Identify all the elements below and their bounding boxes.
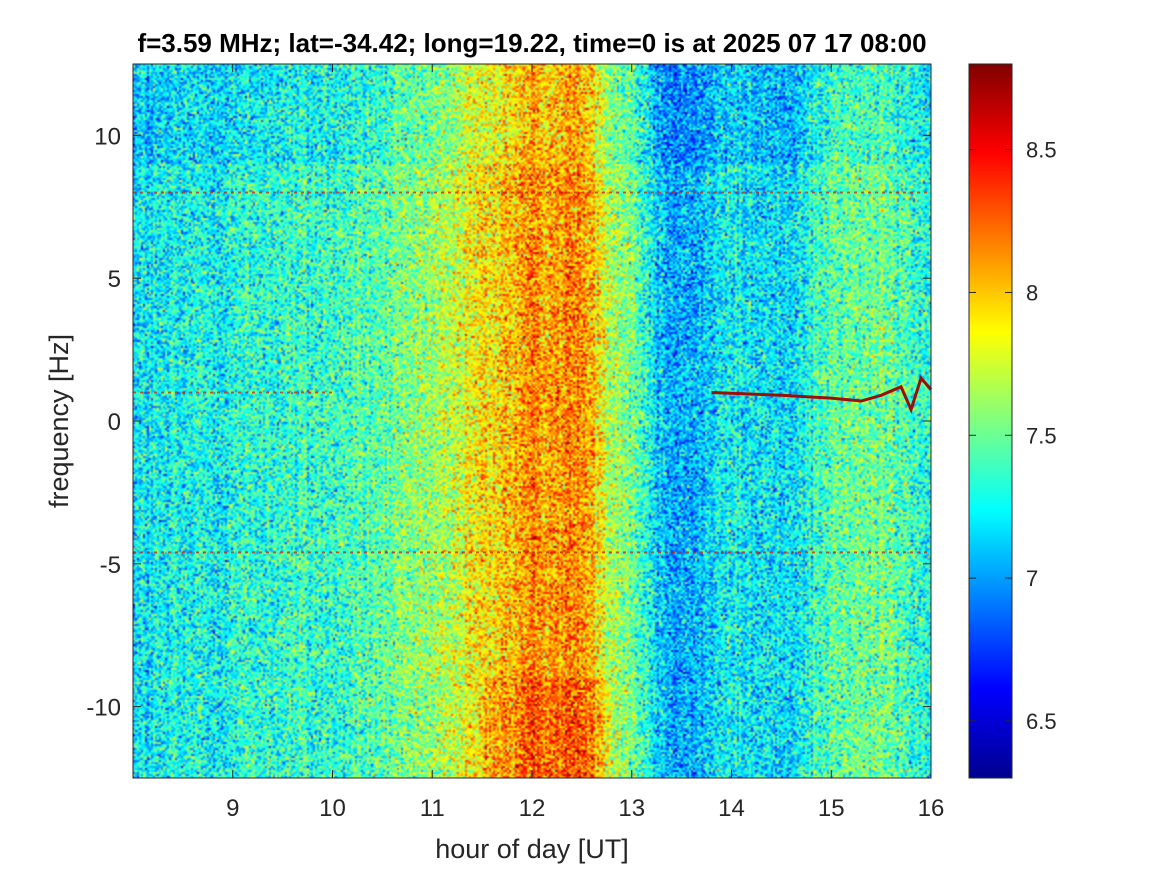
y-axis-label: frequency [Hz] bbox=[44, 334, 74, 508]
colorbar-tick-label: 6.5 bbox=[1026, 709, 1057, 734]
x-tick-label: 10 bbox=[319, 795, 346, 822]
features-layer bbox=[133, 191, 933, 554]
colorbar-tick-label: 8 bbox=[1026, 280, 1038, 305]
y-tick-label: -10 bbox=[86, 695, 121, 722]
doppler-trace bbox=[711, 375, 933, 414]
colorbar-ticks: 8.5 8 7.5 7 6.5 bbox=[969, 138, 1057, 734]
y-tick-label: 10 bbox=[94, 123, 121, 150]
colorbar-gradient bbox=[969, 64, 1012, 778]
y-tick-label: 5 bbox=[108, 266, 121, 293]
x-tick-label: 15 bbox=[818, 795, 845, 822]
x-tick-label: 14 bbox=[718, 795, 745, 822]
y-tick-label: 0 bbox=[108, 409, 121, 436]
y-axis: 10 5 0 -5 -10 bbox=[86, 123, 931, 722]
spectrogram-image bbox=[133, 64, 931, 778]
chart-title: f=3.59 MHz; lat=-34.42; long=19.22, time… bbox=[137, 28, 926, 58]
x-tick-label: 11 bbox=[420, 795, 445, 822]
colorbar-frame bbox=[968, 63, 1013, 779]
x-axis: 9 10 11 12 13 14 15 16 bbox=[226, 64, 944, 822]
x-axis-label: hour of day [UT] bbox=[435, 834, 629, 864]
x-tick-label: 13 bbox=[618, 795, 645, 822]
colorbar-tick-label: 8.5 bbox=[1026, 138, 1057, 163]
colorbar-tick-label: 7 bbox=[1026, 566, 1038, 591]
y-tick-label: -5 bbox=[100, 552, 121, 579]
colorbar-tick-label: 7.5 bbox=[1026, 423, 1057, 448]
x-tick-label: 16 bbox=[918, 795, 945, 822]
colorbar: 8.5 8 7.5 7 6.5 bbox=[968, 63, 1057, 779]
x-tick-label: 12 bbox=[519, 795, 546, 822]
plot-area bbox=[132, 63, 933, 779]
x-tick-label: 9 bbox=[226, 795, 239, 822]
